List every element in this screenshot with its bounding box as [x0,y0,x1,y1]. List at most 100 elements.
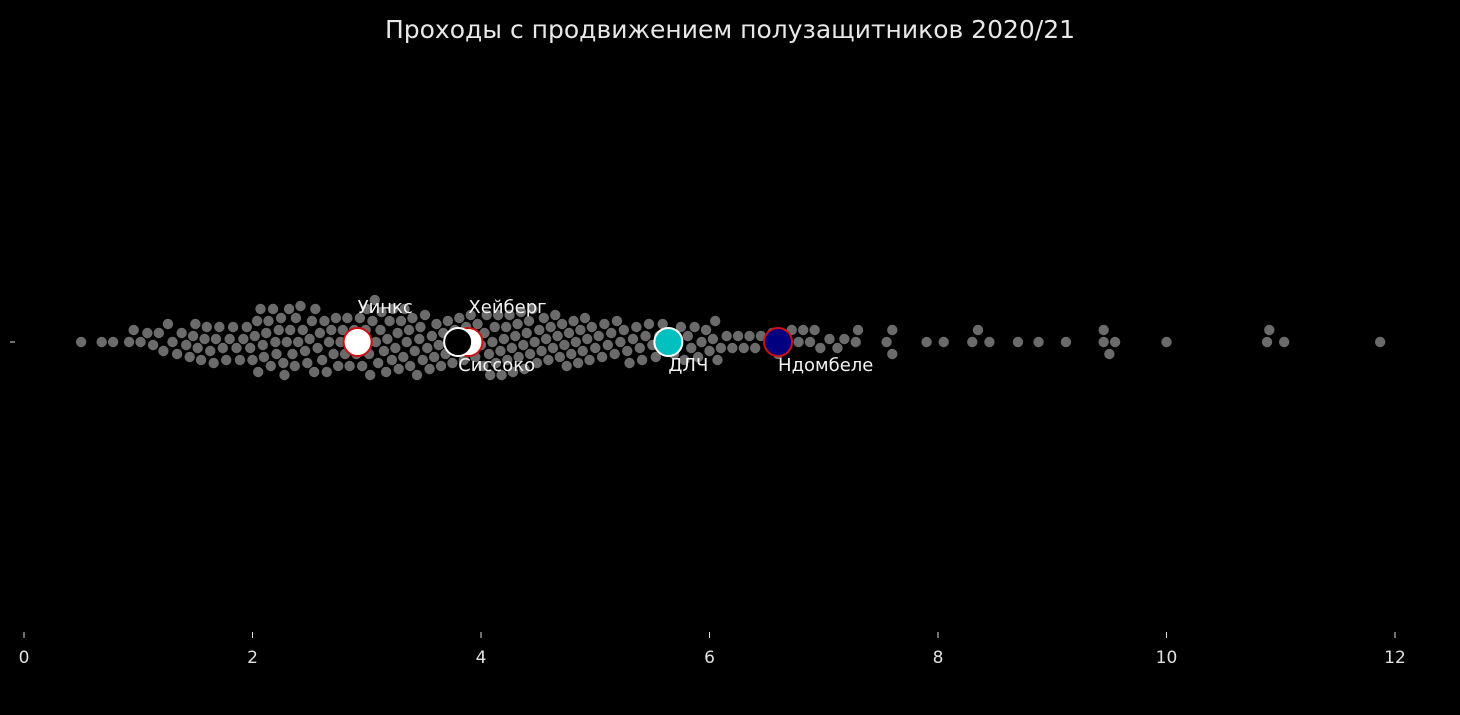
data-point [380,366,392,378]
data-point [249,330,260,342]
data-point [824,333,835,345]
data-point [839,333,850,345]
data-point [210,333,222,345]
data-point [382,333,393,345]
data-point [1098,324,1109,336]
data-point [1261,336,1273,348]
chart-title: Проходы с продвижением полузащитников 20… [385,15,1075,44]
data-point [615,336,626,348]
data-point [398,351,409,363]
swarm-points [75,294,1386,381]
data-point [682,330,693,342]
data-point [314,327,326,339]
data-point [312,342,323,354]
data-point [543,354,554,366]
data-point [472,318,483,330]
data-point [510,330,521,342]
data-point [545,321,556,333]
highlight-point [653,327,684,357]
data-point [323,336,335,348]
data-point [618,324,630,336]
data-point [316,354,328,366]
data-point [611,315,623,327]
data-point [75,336,87,348]
data-point [521,327,532,339]
data-point [704,345,715,357]
x-tick-label: 2 [247,648,258,668]
data-point [650,351,662,363]
data-point [566,348,577,360]
data-point [465,309,476,321]
data-point [135,336,146,348]
data-point [375,324,386,336]
data-point [354,312,366,324]
data-point [496,369,507,381]
data-point [495,345,506,357]
data-point [498,333,510,345]
data-point [1104,348,1115,360]
data-point [1109,336,1121,348]
data-point [570,336,582,348]
data-point [692,351,704,363]
data-point [123,336,135,348]
data-point [275,312,287,324]
data-point [241,321,252,333]
data-point [487,336,498,348]
data-point [238,333,249,345]
data-point [283,303,295,315]
data-point [984,336,995,348]
data-point [577,345,588,357]
data-point [502,354,513,366]
data-point [710,315,721,327]
data-point [887,324,898,336]
data-point [478,360,489,372]
data-point [201,321,212,333]
data-point [214,321,225,333]
data-point [376,306,387,318]
data-point [162,318,174,330]
data-point [195,354,207,366]
data-point [622,345,633,357]
data-point [732,330,744,342]
data-point [221,354,232,366]
data-point [273,324,284,336]
data-point [310,303,321,315]
data-point [1264,324,1275,336]
data-point [426,330,438,342]
data-point [512,318,523,330]
data-point [832,342,843,354]
data-point [707,333,719,345]
data-point [384,315,395,327]
data-point [442,315,454,327]
highlight-label: Ндомбеле [778,355,873,376]
data-point [428,351,440,363]
data-point [524,348,536,360]
data-point [596,351,608,363]
data-point [306,315,318,327]
data-point [540,333,552,345]
data-point [507,366,519,378]
data-point [568,315,579,327]
data-point [393,363,404,375]
data-point [675,321,687,333]
data-point [128,324,139,336]
data-point [270,336,281,348]
data-point [715,342,727,354]
data-point [643,318,655,330]
data-point [881,336,892,348]
data-point [547,342,559,354]
data-point [299,345,311,357]
highlight-point [342,327,373,357]
data-point [361,303,372,315]
data-point [513,351,524,363]
data-point [484,369,496,381]
data-point [364,369,376,381]
highlighted-players: Уинкс Хейберг Сиссоко ДЛЧ Ндомбеле [342,297,873,376]
data-point [536,345,547,357]
data-point [297,324,308,336]
data-point [285,324,296,336]
data-point [231,342,242,354]
highlight-label: Хейберг [468,297,546,318]
data-point [290,312,302,324]
